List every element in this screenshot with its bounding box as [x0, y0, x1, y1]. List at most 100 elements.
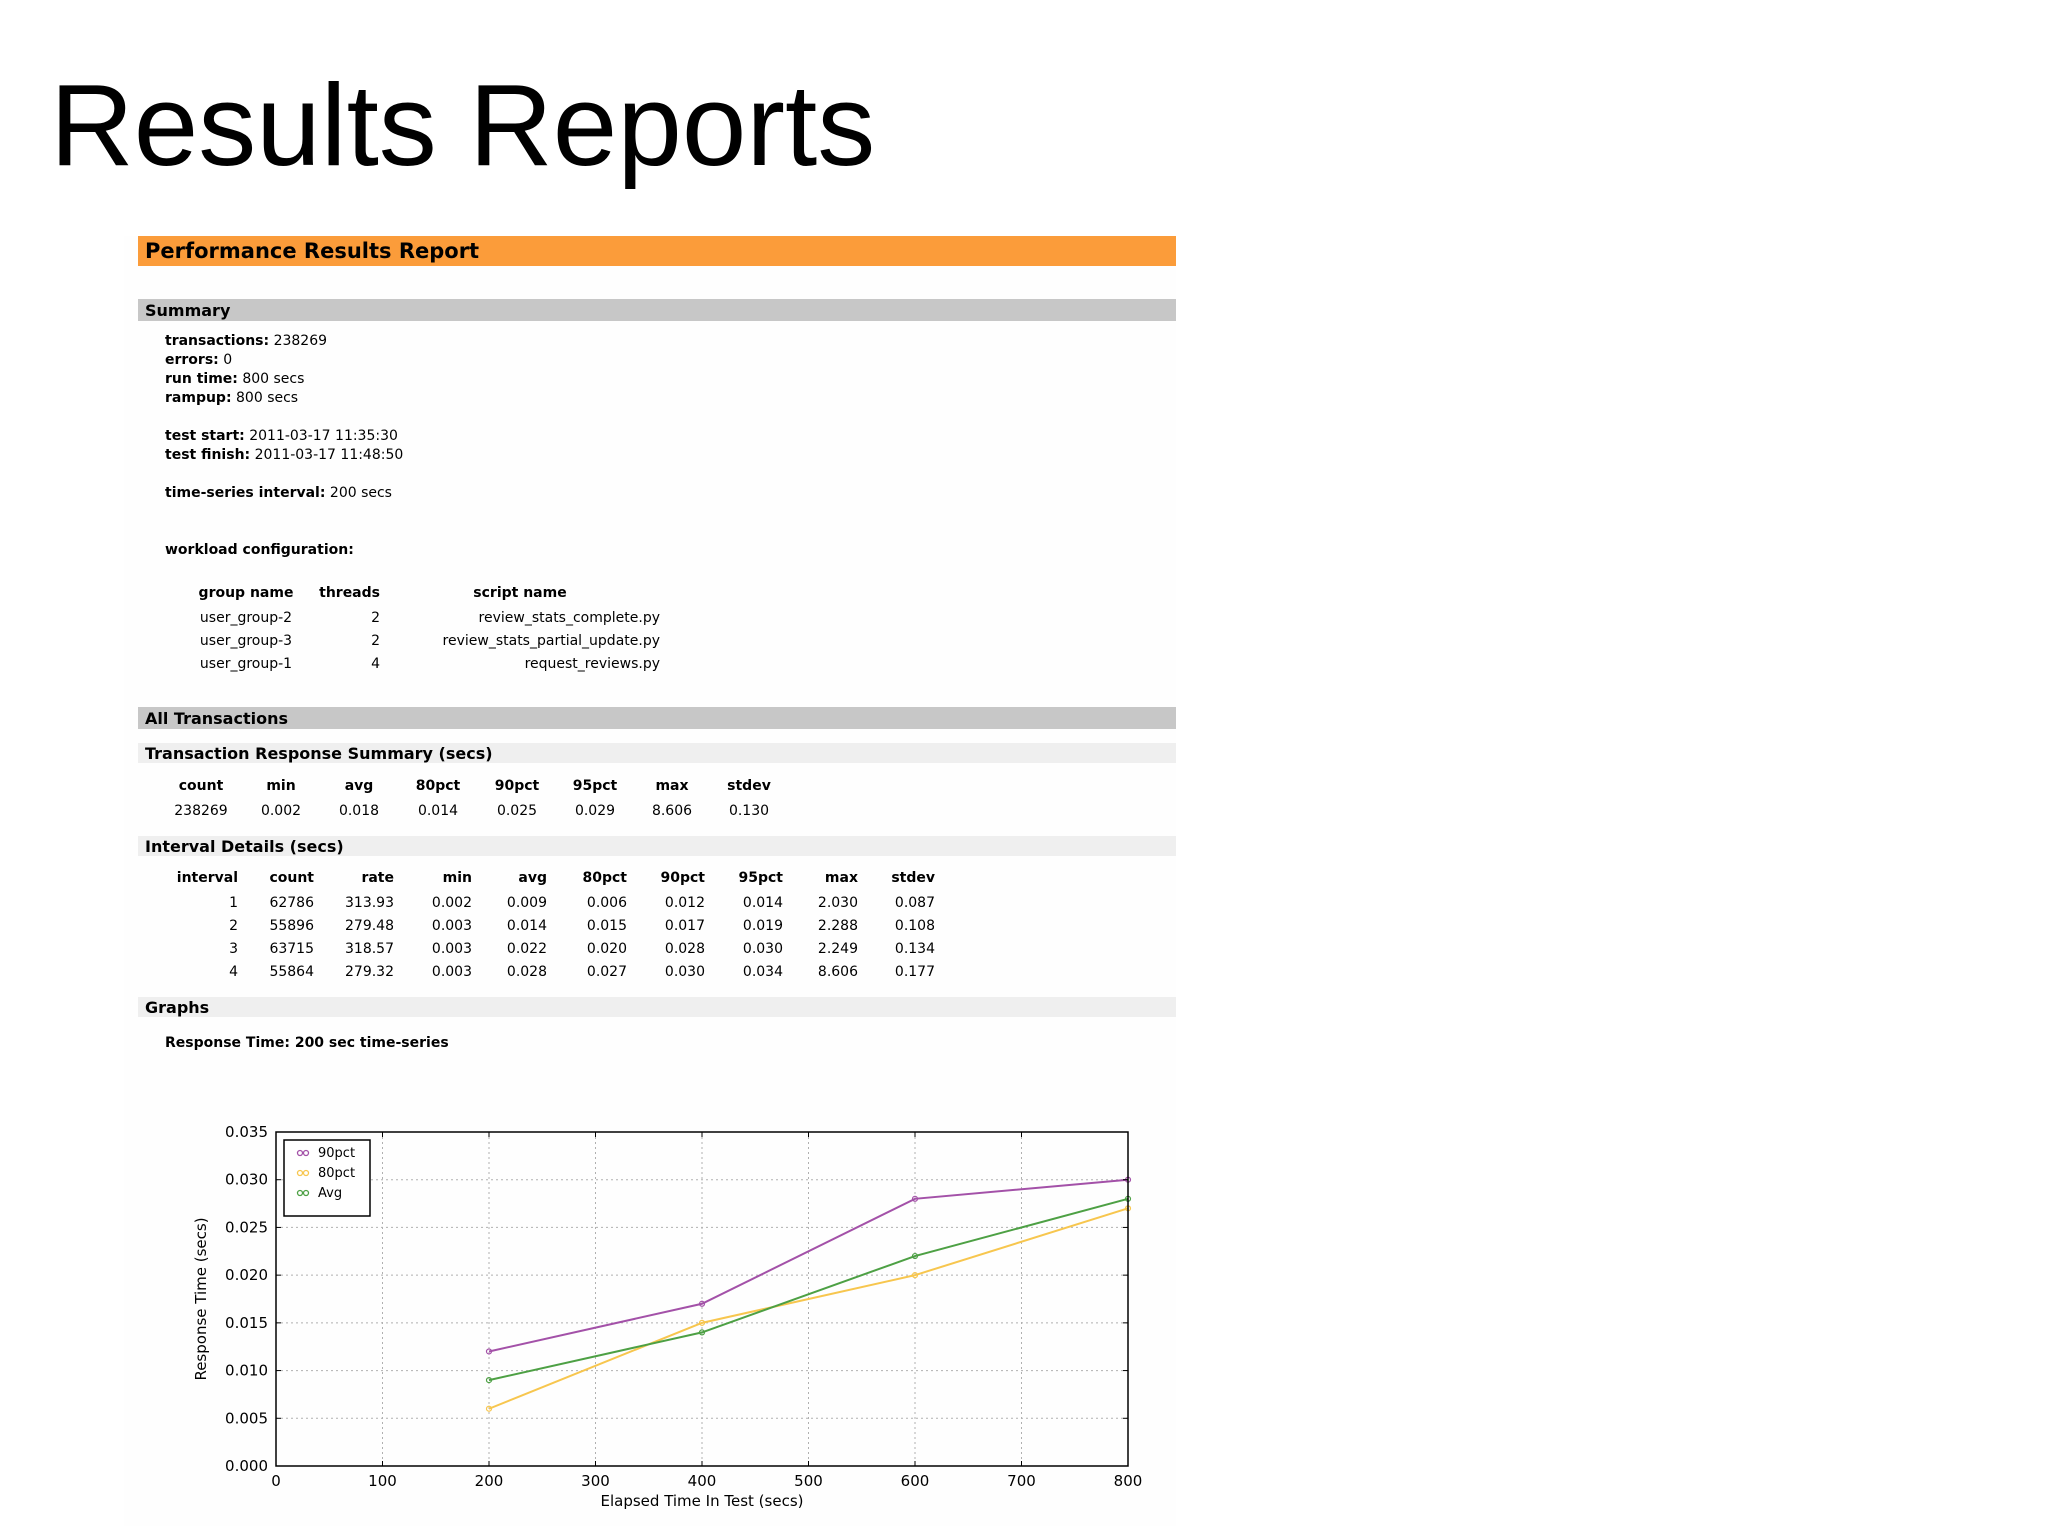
id-cell: 0.022 [506, 940, 547, 957]
series-line-90pct [488, 1178, 1129, 1353]
id-header: count [269, 870, 314, 886]
id-cell: 0.087 [894, 894, 935, 911]
workload-heading: workload configuration: [165, 542, 354, 558]
id-cell: 0.003 [431, 917, 472, 934]
graphs-heading: Graphs [138, 997, 1176, 1017]
id-cell: 0.009 [506, 894, 547, 911]
rs-cell: 0.014 [417, 802, 459, 819]
rs-header: avg [344, 778, 374, 794]
y-tick-label: 0.030 [225, 1171, 268, 1189]
y-axis-label: Response Time (secs) [192, 1217, 210, 1380]
data-point-avg [485, 1377, 493, 1384]
rampup-label: rampup: [165, 390, 232, 406]
workload-cell: review_stats_complete.py [478, 609, 660, 626]
y-tick-label: 0.035 [225, 1123, 268, 1141]
summary-errors: errors: 0 [165, 351, 232, 370]
workload-row: user_group-2 2 review_stats_complete.py [192, 606, 660, 629]
legend-marker [296, 1149, 304, 1157]
id-cell: 55864 [269, 963, 314, 980]
id-header: min [442, 870, 472, 886]
id-cell: 0.012 [664, 894, 705, 911]
summary-rampup: rampup: 800 secs [165, 389, 298, 408]
id-header: rate [361, 870, 394, 886]
x-tick-label: 100 [368, 1472, 397, 1490]
workload-row: user_group-3 2 review_stats_partial_upda… [192, 629, 660, 652]
chart-legend: 90pct 80pct Avg [283, 1139, 371, 1217]
interval-details-table: interval count rate min avg 80pct 90pct … [160, 867, 935, 983]
data-point-90pct [485, 1348, 493, 1355]
x-tick-label: 300 [581, 1472, 610, 1490]
id-cell: 0.003 [431, 940, 472, 957]
performance-report: Performance Results Report Summary trans… [124, 236, 1176, 1526]
id-cell: 63715 [269, 940, 314, 957]
x-tick-label: 200 [475, 1472, 504, 1490]
response-summary-heading: Transaction Response Summary (secs) [138, 743, 1176, 763]
id-cell: 0.028 [664, 940, 705, 957]
rs-cell: 0.029 [574, 802, 616, 819]
y-tick-label: 0.015 [225, 1314, 268, 1332]
legend-label: Avg [318, 1186, 342, 1201]
x-tick-label: 400 [688, 1472, 717, 1490]
id-header: max [824, 870, 858, 886]
response-summary-row: 238269 0.002 0.018 0.014 0.025 0.029 8.6… [160, 799, 788, 822]
id-cell: 0.030 [664, 963, 705, 980]
summary-test-start: test start: 2011-03-17 11:35:30 [165, 427, 398, 446]
id-cell: 0.014 [506, 917, 547, 934]
id-cell: 4 [229, 963, 238, 980]
workload-cell: request_reviews.py [524, 655, 660, 672]
summary-run-time: run time: 800 secs [165, 370, 304, 389]
test-finish-label: test finish: [165, 447, 251, 463]
run-time-value: 800 secs [242, 371, 305, 387]
data-point-80pct [911, 1272, 919, 1279]
rs-cell: 0.002 [260, 802, 302, 819]
workload-cell: 2 [371, 632, 380, 649]
chart-ticks: 0 100 200 300 400 500 600 700 800 0.000 0.005 0.010… [225, 1123, 1142, 1490]
id-cell: 0.020 [586, 940, 627, 957]
id-cell: 0.177 [894, 963, 935, 980]
legend-label: 80pct [318, 1166, 355, 1181]
legend-marker [296, 1169, 304, 1177]
id-cell: 3 [229, 940, 238, 957]
legend-marker [296, 1189, 304, 1197]
response-summary-table: count min avg 80pct 90pct 95pct max stde… [160, 775, 788, 822]
report-title: Performance Results Report [138, 236, 1176, 266]
interval-value: 200 secs [329, 485, 392, 501]
x-tick-label: 600 [901, 1472, 930, 1490]
summary-heading: Summary [138, 299, 1176, 321]
id-cell: 2 [229, 917, 238, 934]
id-cell: 0.019 [742, 917, 783, 934]
y-tick-label: 0.005 [225, 1409, 268, 1427]
y-tick-label: 0.000 [225, 1457, 268, 1475]
interval-row: 1 62786 313.93 0.002 0.009 0.006 0.012 0… [160, 891, 935, 914]
response-time-chart: 0 100 200 300 400 500 600 700 800 0.000 0.005 0.010… [192, 1123, 1142, 1510]
workload-header-group: group name [198, 585, 294, 601]
data-point-90pct [698, 1300, 706, 1307]
interval-row: 2 55896 279.48 0.003 0.014 0.015 0.017 0… [160, 914, 935, 937]
series-line-80pct [488, 1207, 1129, 1410]
rs-header: stdev [727, 778, 771, 794]
transactions-value: 238269 [273, 333, 328, 349]
id-cell: 318.57 [345, 940, 394, 957]
id-cell: 0.003 [431, 963, 472, 980]
legend-marker [302, 1149, 310, 1157]
summary-interval: time-series interval: 200 secs [165, 484, 392, 503]
series-line-avg [488, 1197, 1129, 1382]
data-point-80pct [698, 1319, 706, 1326]
id-cell: 0.028 [506, 963, 547, 980]
x-tick-label: 500 [794, 1472, 823, 1490]
summary-test-finish: test finish: 2011-03-17 11:48:50 [165, 446, 403, 465]
interval-row: 4 55864 279.32 0.003 0.028 0.027 0.030 0… [160, 960, 935, 983]
rs-header: 80pct [415, 778, 461, 794]
id-cell: 62786 [269, 894, 314, 911]
workload-cell: user_group-1 [199, 655, 293, 672]
rs-header: 95pct [572, 778, 618, 794]
workload-header-script: script name [473, 585, 567, 601]
workload-cell: 4 [371, 655, 380, 672]
id-cell: 279.32 [345, 963, 394, 980]
id-cell: 0.034 [742, 963, 783, 980]
x-tick-label: 700 [1007, 1472, 1036, 1490]
test-finish-value: 2011-03-17 11:48:50 [254, 447, 404, 463]
workload-row: user_group-1 4 request_reviews.py [192, 652, 660, 675]
id-header: avg [518, 870, 547, 886]
id-cell: 0.030 [742, 940, 783, 957]
